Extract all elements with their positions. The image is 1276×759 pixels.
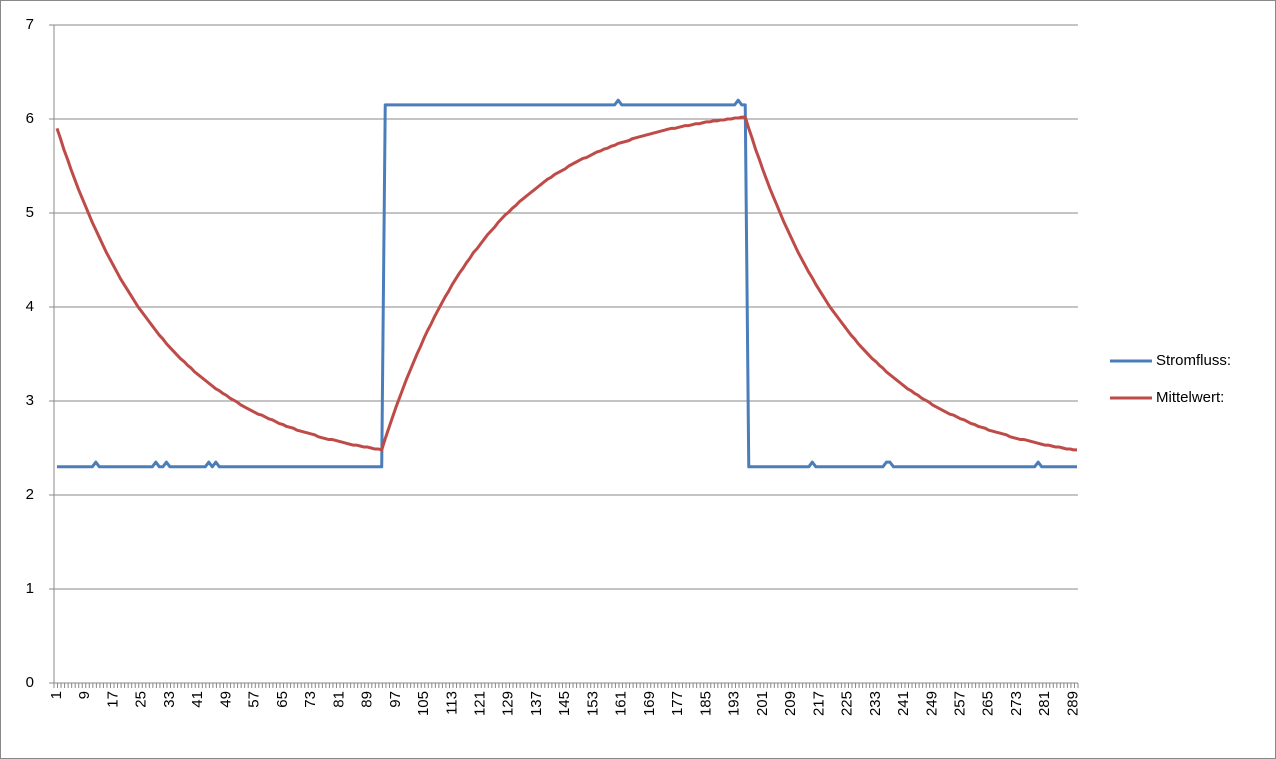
x-tick-label: 129: [500, 691, 517, 716]
x-tick-label: 25: [133, 691, 150, 708]
x-tick-label: 73: [302, 691, 319, 708]
x-tick-label: 209: [782, 691, 799, 716]
y-tick-label: 4: [26, 298, 34, 315]
y-tick-label: 5: [26, 204, 34, 221]
y-tick-label: 6: [26, 110, 34, 127]
x-tick-label: 41: [189, 691, 206, 708]
x-tick-label: 1: [48, 691, 65, 699]
x-tick-label: 105: [415, 691, 432, 716]
x-tick-label: 33: [161, 691, 178, 708]
x-tick-label: 281: [1036, 691, 1053, 716]
y-tick-label: 3: [26, 392, 34, 409]
series-line: [55, 115, 1077, 452]
x-tick-label: 121: [471, 691, 488, 716]
x-tick-label: 9: [76, 691, 93, 699]
x-ticks: [53, 683, 1079, 688]
x-tick-label: 193: [726, 691, 743, 716]
y-tick-label: 7: [26, 16, 34, 33]
x-tick-label: 169: [641, 691, 658, 716]
legend-label: Stromfluss:: [1156, 352, 1231, 369]
y-tick-label: 2: [26, 486, 34, 503]
x-tick-label: 97: [387, 691, 404, 708]
x-tick-label: 217: [810, 691, 827, 716]
y-tick-label: 0: [26, 674, 34, 691]
x-tick-label: 17: [104, 691, 121, 708]
x-tick-label: 273: [1008, 691, 1025, 716]
x-tick-label: 257: [951, 691, 968, 716]
x-tick-label: 137: [528, 691, 545, 716]
x-tick-label: 249: [923, 691, 940, 716]
x-tick-label: 241: [895, 691, 912, 716]
x-tick-label: 225: [839, 691, 856, 716]
x-tick-label: 145: [556, 691, 573, 716]
x-tick-label: 57: [246, 691, 263, 708]
y-tick-label: 1: [26, 580, 34, 597]
x-tick-label: 233: [867, 691, 884, 716]
series-line: [57, 98, 1077, 469]
x-tick-label: 81: [330, 691, 347, 708]
x-tick-label: 49: [217, 691, 234, 708]
x-tick-label: 177: [669, 691, 686, 716]
x-tick-label: 65: [274, 691, 291, 708]
x-tick-label: 185: [697, 691, 714, 716]
x-tick-label: 289: [1064, 691, 1081, 716]
x-tick-label: 201: [754, 691, 771, 716]
x-tick-label: 265: [980, 691, 997, 716]
x-tick-label: 161: [613, 691, 630, 716]
x-tick-label: 89: [359, 691, 376, 708]
x-tick-label: 113: [443, 691, 460, 715]
x-tick-label: 153: [584, 691, 601, 716]
legend-label: Mittelwert:: [1156, 389, 1224, 406]
